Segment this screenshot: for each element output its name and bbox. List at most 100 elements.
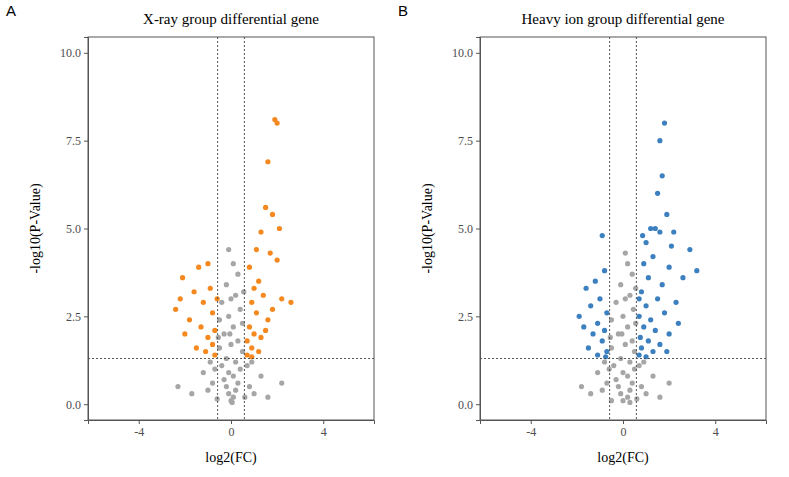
point [620,370,625,375]
point [646,338,651,343]
point [231,395,236,400]
point [664,212,669,217]
point [265,317,270,322]
point [180,275,185,280]
point [667,331,672,336]
point [613,300,618,305]
series [577,120,700,359]
point [600,233,605,238]
tick-label: 10.0 [452,46,473,60]
point [251,286,256,291]
tick: 7.5 [66,134,88,148]
point [265,159,270,164]
tick-mark [476,141,480,142]
point [653,328,658,333]
point [602,328,607,333]
point [604,349,609,354]
point [600,388,605,393]
tick-label: 0 [229,425,235,439]
point [667,265,672,270]
tick: 0 [229,420,235,439]
point [625,395,630,400]
point [212,328,217,333]
point [210,342,215,347]
tick: -4 [526,420,536,439]
point [600,338,605,343]
plot-background [88,37,374,420]
point [275,258,280,263]
point [247,265,252,270]
point [590,331,595,336]
point [613,377,618,382]
y-axis: 0.02.55.07.510.0 [60,38,89,421]
tick: 2.5 [458,310,480,324]
point [258,373,263,378]
point [687,247,692,252]
point [619,331,624,336]
point [639,289,644,294]
tick: 0.0 [458,398,480,412]
point [633,286,638,291]
point [577,314,582,319]
point [251,331,256,336]
point [616,384,621,389]
point [210,381,215,386]
point [254,310,259,315]
point [275,120,280,125]
point [650,373,655,378]
tick-label: -4 [526,425,536,439]
tick: -4 [134,420,144,439]
tick: 4 [321,420,327,439]
tick-label: 2.5 [66,310,81,324]
point [235,338,240,343]
point [277,226,282,231]
point [201,370,206,375]
point [669,243,674,248]
tick-mark [623,420,624,424]
point [187,317,192,322]
tick-mark [476,53,480,54]
point [265,395,270,400]
point [655,296,660,301]
point [233,388,238,393]
point [623,296,628,301]
point [586,345,591,350]
point [646,275,651,280]
point [221,331,226,336]
tick: 5.0 [458,222,480,236]
point [627,359,632,364]
series [173,117,294,359]
panel: AX-ray group differential gene-4040.02.5… [6,2,375,466]
title: X-ray group differential gene [143,11,319,27]
reference-line [244,37,245,420]
tick-mark [84,316,88,317]
point [249,300,254,305]
point [258,335,263,340]
point [604,381,609,386]
point [210,310,215,315]
y-axis-title: -log10(P-Value) [28,183,44,274]
tick: 7.5 [458,134,480,148]
point [625,324,630,329]
point [639,384,644,389]
point [694,268,699,273]
point [676,321,681,326]
tick-label: 0 [621,425,627,439]
tick-mark [84,229,88,230]
point [657,395,662,400]
point [231,373,236,378]
point [637,363,642,368]
tick-mark [476,404,480,405]
point [216,335,221,340]
point [602,359,607,364]
point [226,314,231,319]
point [627,400,632,405]
reference-line [88,358,374,359]
point [215,396,220,401]
point [631,307,636,312]
point [595,370,600,375]
point [249,359,254,364]
reference-line [636,37,637,420]
point [247,324,252,329]
point [637,352,642,357]
